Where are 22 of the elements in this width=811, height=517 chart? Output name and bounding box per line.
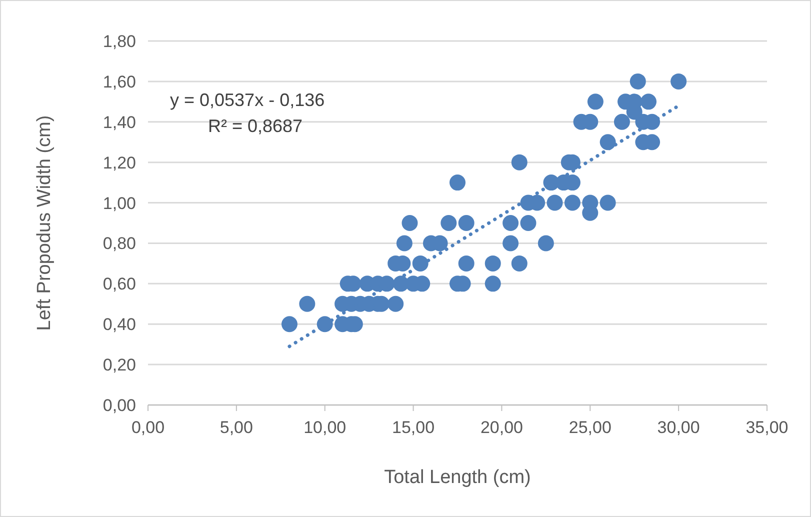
y-tick-label: 0,60 bbox=[102, 274, 136, 294]
x-tick-label: 35,00 bbox=[746, 418, 788, 437]
x-tick-label: 15,00 bbox=[392, 418, 435, 437]
annotation: R² = 0,8687 bbox=[208, 116, 303, 136]
y-tick-label: 0,20 bbox=[102, 356, 136, 375]
y-tick-label: 1,40 bbox=[102, 112, 136, 132]
y-tick-label: 1,80 bbox=[102, 32, 136, 51]
x-tick-label: 30,00 bbox=[657, 418, 700, 437]
y-tick-label: 0,80 bbox=[102, 234, 136, 254]
x-tick-label: 0,00 bbox=[131, 418, 165, 437]
y-tick-label: 1,60 bbox=[102, 72, 136, 92]
x-tick-label: 20,00 bbox=[480, 418, 523, 437]
y-tick-label: 1,00 bbox=[102, 194, 136, 213]
y-tick-label: 1,20 bbox=[102, 153, 136, 172]
x-tick-label: 5,00 bbox=[220, 418, 253, 437]
y-axis-title: Left Propodus Width (cm) bbox=[34, 115, 55, 331]
y-tick-label: 0,00 bbox=[102, 396, 136, 415]
x-axis-title: Total Length (cm) bbox=[384, 467, 531, 488]
x-tick-label: 10,00 bbox=[304, 418, 346, 437]
x-tick-label: 25,00 bbox=[568, 418, 612, 437]
y-tick-label: 0,40 bbox=[102, 315, 136, 334]
annotation: y = 0,0537x - 0,136 bbox=[170, 90, 325, 110]
